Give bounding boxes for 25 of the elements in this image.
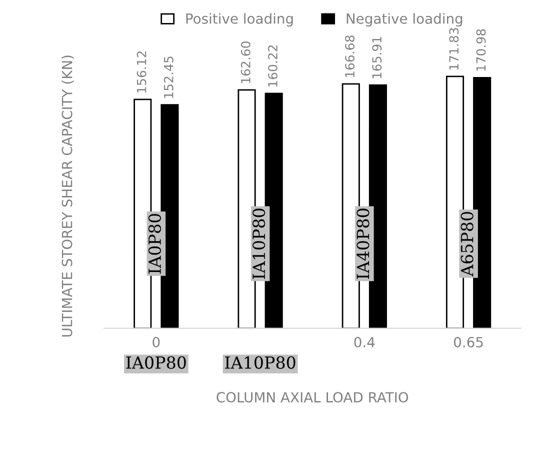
data-label: 171.83 bbox=[449, 28, 459, 70]
annotation: A65P80 bbox=[460, 212, 474, 277]
annotation: IA40P80 bbox=[356, 208, 370, 279]
bar bbox=[473, 76, 492, 328]
legend-label: Positive loading bbox=[186, 13, 293, 27]
annotation: IA10P80 bbox=[252, 208, 266, 279]
x-axis-title: COLUMN AXIAL LOAD RATIO bbox=[216, 392, 408, 403]
data-label: 162.60 bbox=[240, 42, 250, 84]
x-tick-label: 0.4 bbox=[354, 336, 375, 348]
data-label: 160.22 bbox=[268, 45, 278, 87]
text: IA0P80 bbox=[126, 356, 186, 369]
bar bbox=[160, 104, 179, 328]
annotation: IA0P80 bbox=[148, 214, 162, 274]
data-label: 152.45 bbox=[164, 56, 174, 98]
y-axis-title: ULTIMATE STOREY SHEAR CAPACITY (KN) bbox=[62, 56, 74, 337]
bar bbox=[264, 92, 283, 328]
data-label: 156.12 bbox=[136, 51, 146, 93]
text: IA10P80 bbox=[225, 356, 296, 369]
data-label: 165.91 bbox=[372, 36, 382, 78]
x-tick-label: 0 bbox=[152, 336, 160, 348]
bar bbox=[368, 84, 387, 328]
x-tick-label: 0.65 bbox=[454, 336, 483, 348]
data-label: 170.98 bbox=[476, 29, 486, 71]
data-label: 166.68 bbox=[345, 36, 355, 78]
legend-label: Negative loading bbox=[346, 13, 462, 27]
